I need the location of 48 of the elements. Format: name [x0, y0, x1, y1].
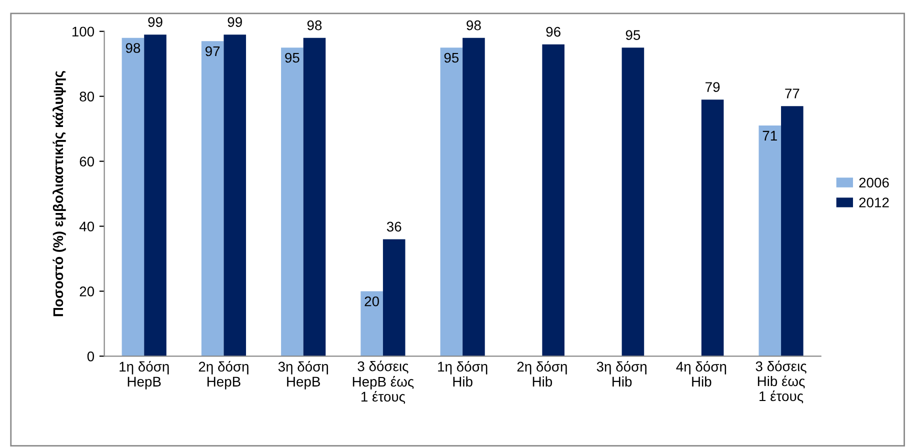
data-label: 95: [626, 30, 640, 40]
legend-label: 2012: [859, 198, 889, 208]
data-label: 97: [206, 46, 220, 56]
x-tick-label: 4η δόση Hib: [676, 361, 726, 387]
x-tick-label: 3η δόση HepB: [278, 361, 328, 390]
bar: [622, 48, 644, 356]
bar: [462, 38, 485, 356]
y-tick-label: 40: [79, 222, 94, 232]
y-tick-label: 80: [80, 92, 94, 102]
bar: [201, 41, 224, 356]
bar: [781, 106, 804, 356]
legend-label: 2006: [859, 178, 889, 188]
data-label: 95: [285, 52, 300, 63]
data-label: 99: [228, 17, 242, 27]
x-tick-label: 3 δόσεις HepB έως 1 έτους: [352, 360, 414, 404]
bar: [758, 126, 782, 356]
y-tick-label: 0: [87, 351, 94, 362]
data-label: 79: [706, 82, 720, 92]
bar: [303, 38, 326, 356]
bar: [440, 48, 463, 356]
x-tick-label: 3 δόσεις Hib έως 1 έτους: [756, 360, 806, 404]
data-label: 71: [762, 130, 777, 140]
x-tick-label: 3η δόση Hib: [596, 361, 646, 387]
bar: [122, 38, 144, 356]
bar: [281, 48, 304, 356]
y-tick-label: 100: [72, 26, 94, 37]
x-tick-label: 1η δόση Hib: [438, 361, 488, 387]
data-label: 99: [148, 17, 162, 27]
bar: [382, 239, 406, 356]
x-tick-label: 1η δόση HepB: [120, 361, 169, 390]
bar: [701, 100, 724, 356]
data-label: 20: [364, 296, 379, 306]
data-label: 36: [386, 222, 402, 232]
x-tick-label: 2η δόση HepB: [198, 361, 248, 390]
data-label: 77: [785, 88, 800, 98]
data-label: 98: [307, 20, 322, 30]
x-tick-label: 2η δόση Hib: [517, 361, 567, 387]
bar: [224, 34, 246, 356]
bar: [542, 44, 564, 356]
data-label: 96: [546, 26, 560, 37]
data-label: 98: [126, 43, 140, 53]
data-label: 98: [466, 20, 481, 30]
bar: [360, 291, 383, 356]
data-label: 95: [444, 52, 459, 63]
bar: [144, 34, 166, 356]
y-axis-title: Ποσοστό (%) εμβολιαστικής κάλυψης: [52, 70, 66, 316]
y-tick-label: 60: [80, 156, 94, 166]
y-tick-label: 20: [80, 286, 94, 296]
